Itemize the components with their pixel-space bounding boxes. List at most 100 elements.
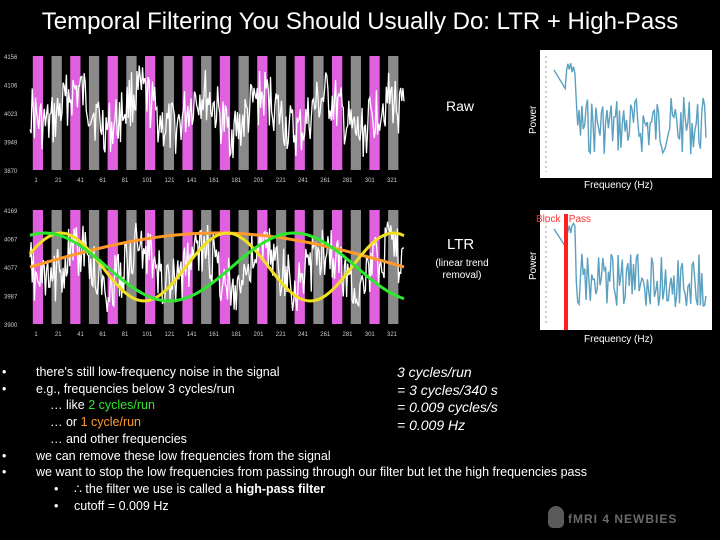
sinusoid-curve — [29, 231, 405, 303]
condition-block — [32, 210, 44, 324]
raw-label: Raw — [446, 98, 475, 114]
condition-block — [32, 56, 44, 170]
signal-line — [29, 65, 405, 159]
x-tick-label: 101 — [142, 178, 153, 184]
block-label: Block — [536, 214, 561, 225]
x-tick-label: 201 — [253, 332, 264, 338]
condition-block — [275, 210, 287, 324]
y-tick-label: 3949 — [4, 141, 18, 147]
slide-title: Temporal Filtering You Should Usually Do… — [41, 8, 679, 35]
x-tick-label: 181 — [231, 178, 242, 184]
x-tick-label: 141 — [187, 178, 198, 184]
ltr-sublabel-line2: removal) — [442, 270, 482, 281]
x-tick-label: 241 — [298, 178, 309, 184]
condition-block — [70, 210, 81, 324]
signal-line — [29, 221, 405, 312]
y-tick-label: 3870 — [4, 169, 18, 175]
condition-block — [313, 210, 324, 324]
spectrum-background — [540, 50, 712, 178]
x-tick-label: 221 — [276, 332, 287, 338]
raw-spectrum-plot — [540, 50, 712, 178]
calc-line-3: = 0.009 cycles/s — [397, 399, 498, 415]
condition-block — [257, 56, 268, 170]
ltr-sublabel: (linear trend removal) — [424, 258, 500, 282]
calc-line-2: = 3 cycles/340 s — [397, 381, 498, 398]
bullet-2c: … and other frequencies — [50, 431, 187, 446]
condition-block — [219, 210, 231, 324]
frequency-axis-label-bottom: Frequency (Hz) — [584, 334, 653, 345]
x-tick-label: 1 — [34, 332, 38, 338]
condition-block — [332, 210, 343, 324]
x-tick-label: 81 — [122, 332, 129, 338]
condition-block — [163, 210, 174, 324]
x-tick-label: 121 — [164, 178, 175, 184]
raw-spectrum-panel — [540, 50, 712, 178]
bullet-2b: … or 1 cycle/run — [50, 415, 142, 430]
bullet-2a: … like 2 cycles/run — [50, 398, 155, 413]
power-axis-label-top: Power — [528, 105, 539, 134]
cutoff-calculation: 3 cycles/run = 3 cycles/340 s = 0.009 cy… — [397, 364, 498, 434]
condition-block — [257, 210, 268, 324]
y-tick-label: 4156 — [4, 55, 18, 61]
bullet-1: • there's still low-frequency noise in th… — [2, 365, 280, 379]
y-tick-label: 4169 — [4, 209, 18, 215]
x-tick-label: 21 — [55, 178, 62, 184]
brain-logo-icon — [548, 506, 564, 528]
x-tick-label: 321 — [387, 332, 398, 338]
frequency-axis-label-top: Frequency (Hz) — [584, 180, 653, 191]
x-tick-label: 281 — [342, 332, 353, 338]
x-tick-label: 41 — [77, 178, 84, 184]
x-tick-label: 41 — [77, 332, 84, 338]
sinusoid-curve — [29, 231, 405, 269]
condition-block — [201, 210, 212, 324]
x-tick-label: 181 — [231, 332, 242, 338]
block-pass-label: Block Pass — [536, 214, 591, 225]
calc-line-4: = 0.009 Hz — [397, 416, 466, 433]
condition-block — [350, 56, 361, 170]
site-logo: fMRI 4 NEWBIES — [568, 512, 678, 526]
x-tick-label: 301 — [365, 178, 376, 184]
bullet-4a: • ∴ the filter we use is called a high-pa… — [54, 481, 326, 496]
y-tick-label: 3900 — [4, 323, 18, 329]
bullet-4b: • cutoff = 0.009 Hz — [54, 498, 169, 513]
spectrum-line — [553, 63, 707, 155]
y-tick-label: 3987 — [4, 295, 18, 301]
x-tick-label: 61 — [99, 332, 106, 338]
x-tick-label: 121 — [164, 332, 175, 338]
x-tick-label: 21 — [55, 332, 62, 338]
calc-line-1: 3 cycles/run — [397, 364, 472, 380]
condition-block — [145, 210, 156, 324]
pass-label: Pass — [568, 214, 592, 225]
ltr-sublabel-line1: (linear trend — [435, 258, 489, 269]
x-tick-label: 161 — [209, 332, 220, 338]
condition-block — [107, 56, 118, 170]
condition-block — [126, 56, 137, 170]
y-tick-label: 4067 — [4, 238, 18, 244]
x-tick-label: 141 — [187, 332, 198, 338]
ltr-timeseries-panel: 4169 4067 4077 3987 3900 1 21 41 61 81 101 121 141 16… — [0, 206, 410, 346]
x-tick-label: 221 — [276, 178, 287, 184]
ltr-spectrum-panel — [540, 210, 712, 330]
spectrum-line — [553, 222, 707, 308]
bullet-4: • we want to stop the low frequencies fro… — [2, 465, 588, 480]
x-tick-label: 241 — [298, 332, 309, 338]
condition-block — [369, 210, 380, 324]
x-tick-label: 301 — [365, 332, 376, 338]
y-tick-label: 4023 — [4, 112, 18, 118]
x-tick-label: 81 — [122, 178, 129, 184]
bullet-2: • e.g., frequencies below 3 cycles/run — [2, 381, 235, 396]
condition-block — [388, 210, 399, 324]
ltr-label: LTR — [447, 236, 475, 253]
x-tick-label: 281 — [342, 178, 353, 184]
bullet-list: • there's still low-frequency noise in th… — [2, 364, 588, 514]
y-tick-label: 4106 — [4, 84, 18, 90]
condition-block — [70, 56, 81, 170]
condition-block — [238, 56, 249, 170]
power-axis-label-bottom: Power — [528, 251, 539, 280]
raw-timeseries-panel: 4156 4106 4023 3949 3870 1 21 41 61 81 101 121 141 16… — [0, 52, 410, 192]
x-tick-label: 161 — [209, 178, 220, 184]
x-tick-label: 101 — [142, 332, 153, 338]
x-tick-label: 201 — [253, 178, 264, 184]
